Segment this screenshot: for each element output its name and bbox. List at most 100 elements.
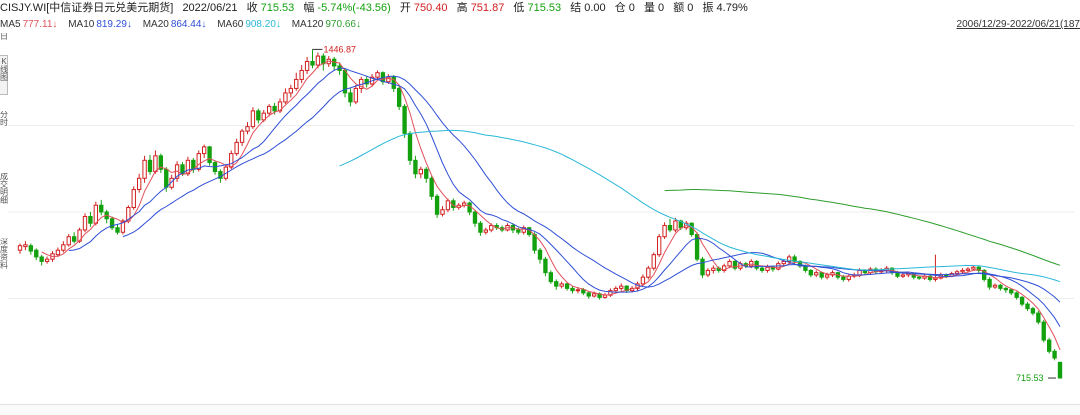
candle — [830, 270, 835, 278]
candle-body — [559, 283, 564, 287]
candle-body — [819, 272, 824, 278]
candle-body — [808, 269, 814, 276]
amplitude-field: 振 4.79% — [702, 2, 748, 14]
candle-body — [472, 211, 478, 224]
candle — [321, 53, 326, 71]
candle-body — [391, 76, 396, 89]
candle-body — [673, 220, 678, 231]
candle — [640, 274, 646, 287]
candle-body — [1030, 308, 1036, 314]
candle — [288, 84, 294, 98]
tab-daily[interactable]: 日 — [0, 33, 8, 41]
candle-body — [1019, 296, 1025, 305]
candle-body — [28, 245, 34, 252]
candle-body — [34, 249, 39, 258]
candle-body — [375, 72, 380, 78]
candle — [391, 74, 396, 93]
candle-body — [646, 267, 651, 278]
candle-body — [1041, 321, 1046, 341]
candle-body — [581, 289, 586, 294]
ma60-line — [339, 129, 1061, 283]
candle-body — [824, 274, 830, 278]
candle — [705, 268, 711, 278]
high-field: 高 751.87 — [456, 2, 505, 14]
high-value: 751.87 — [470, 2, 505, 14]
settle-field: 结 0.00 — [570, 2, 606, 14]
candle — [239, 128, 245, 146]
candle — [88, 212, 93, 227]
candle-body — [234, 141, 239, 155]
candle-body — [250, 110, 256, 128]
ma120-legend[interactable]: MA120 970.66↓ — [292, 19, 365, 30]
ma20-label: MA20 — [142, 19, 169, 30]
moving-average-lines — [41, 60, 1061, 351]
candle — [976, 265, 981, 273]
tab-trade-detail[interactable]: 成交明细 — [0, 173, 8, 205]
date-range-link[interactable]: 2006/12/29-2022/06/21(187 — [956, 19, 1080, 30]
candle-body — [667, 224, 673, 231]
amount-value: 0 — [687, 2, 694, 14]
candle — [55, 247, 61, 257]
candle-body — [17, 245, 23, 251]
candle-body — [109, 218, 115, 229]
candle — [1052, 349, 1057, 361]
candle-body — [131, 189, 136, 209]
candle — [548, 270, 554, 284]
candle-body — [732, 260, 738, 269]
candle — [711, 265, 716, 274]
ma60-legend[interactable]: MA60 908.20↓ — [217, 19, 285, 30]
candle-body — [201, 146, 207, 155]
candle — [461, 200, 467, 208]
candle — [348, 88, 353, 107]
candle — [608, 288, 613, 297]
candlestick-chart[interactable]: 1446.87 715.53 — [8, 33, 1074, 389]
candle-body — [705, 269, 711, 276]
candle-body — [164, 168, 169, 188]
candle-body — [294, 78, 299, 89]
candle — [759, 265, 765, 273]
candle-body — [981, 269, 987, 280]
candle-body — [971, 266, 976, 270]
candle — [472, 209, 478, 227]
candle-body — [169, 177, 174, 188]
candle-body — [66, 236, 71, 246]
ma20-legend[interactable]: MA20 864.44↓ — [143, 19, 211, 30]
candle-body — [440, 209, 445, 215]
tab-intraday[interactable]: 分时 — [0, 111, 8, 127]
ma5-legend[interactable]: MA5 777.11↓ — [0, 19, 61, 30]
candle — [445, 198, 451, 212]
tab-depth-data[interactable]: 深度资料 — [0, 238, 8, 270]
candle — [402, 104, 407, 138]
tab-kline[interactable] — [0, 55, 8, 95]
candle-body — [1036, 312, 1041, 323]
candle — [310, 49, 315, 69]
candle — [1003, 287, 1009, 293]
candle — [250, 107, 256, 129]
candle-body — [570, 287, 575, 292]
quote-header: CISJY.WI[中信证券日元兑美元期货] 2022/06/21 收 715.5… — [0, 0, 1080, 17]
candle — [814, 270, 819, 278]
candle-body — [521, 227, 526, 233]
candle — [564, 282, 570, 291]
candle-body — [781, 260, 786, 265]
candle — [17, 243, 23, 254]
candle-body — [662, 224, 667, 238]
candle-body — [575, 289, 581, 292]
candle-body — [288, 87, 294, 94]
candle-body — [120, 220, 126, 233]
candle-body — [759, 267, 765, 271]
position-field: 仓 0 — [614, 2, 635, 14]
candle — [586, 291, 591, 299]
candle — [651, 252, 656, 271]
candle — [99, 199, 104, 216]
candle — [1041, 319, 1046, 343]
candle-body — [1009, 289, 1014, 294]
volume-value: 0 — [658, 2, 665, 14]
candle — [315, 52, 321, 69]
candle-body — [586, 292, 591, 297]
candle-body — [229, 153, 234, 168]
change-field: 幅 -5.74%(-43.56) — [303, 2, 391, 14]
ma10-legend[interactable]: MA10 819.29↓ — [68, 19, 136, 30]
candle-body — [1014, 292, 1019, 298]
